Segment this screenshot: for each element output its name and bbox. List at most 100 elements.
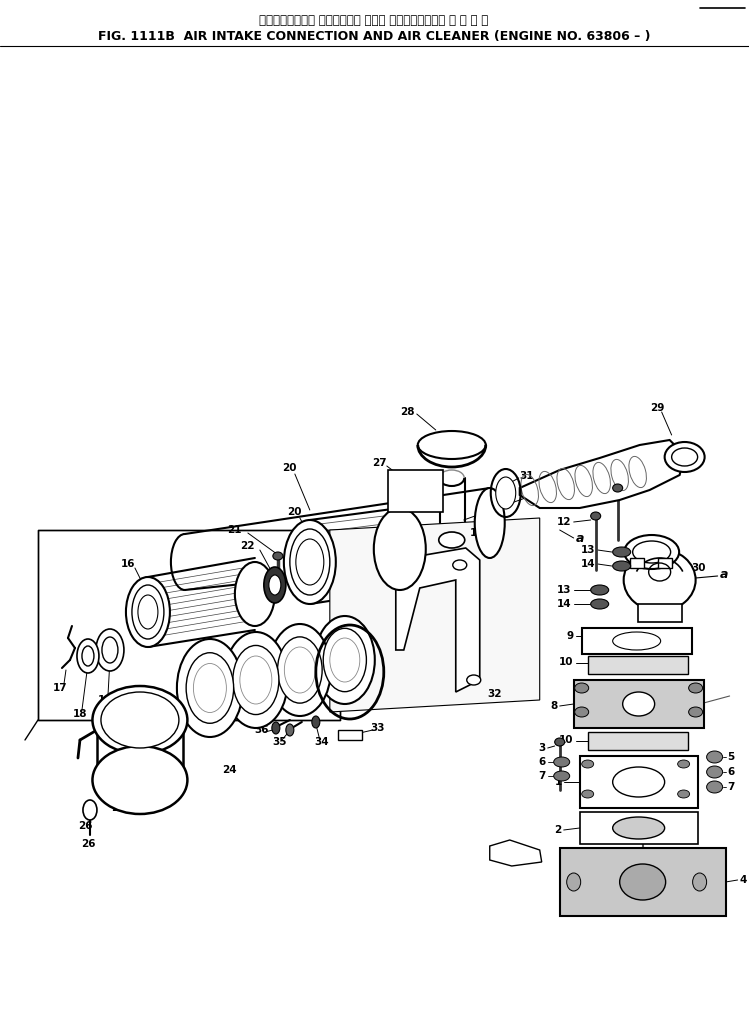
Bar: [560, 848, 726, 916]
Ellipse shape: [126, 577, 170, 647]
Polygon shape: [38, 530, 340, 720]
Ellipse shape: [138, 595, 158, 629]
Text: 11: 11: [579, 491, 594, 501]
Ellipse shape: [554, 757, 570, 767]
Bar: [388, 470, 443, 512]
Text: 17: 17: [52, 683, 67, 693]
Ellipse shape: [619, 864, 666, 900]
Text: 31: 31: [520, 470, 534, 481]
Bar: [658, 558, 672, 568]
Ellipse shape: [613, 817, 664, 839]
Ellipse shape: [678, 790, 690, 798]
Text: TOP: TOP: [127, 745, 149, 755]
Ellipse shape: [92, 746, 187, 814]
Ellipse shape: [315, 615, 374, 704]
Text: 12: 12: [557, 517, 571, 527]
Ellipse shape: [269, 624, 331, 716]
Ellipse shape: [496, 477, 516, 509]
Ellipse shape: [187, 653, 234, 723]
Ellipse shape: [269, 575, 281, 595]
Text: 7: 7: [539, 771, 546, 781]
Text: 14: 14: [581, 559, 595, 569]
Text: 14: 14: [557, 599, 571, 609]
Text: 6: 6: [539, 757, 546, 767]
Ellipse shape: [439, 532, 464, 548]
Polygon shape: [520, 440, 685, 508]
Ellipse shape: [374, 508, 425, 590]
Ellipse shape: [92, 686, 187, 754]
Text: 32: 32: [488, 689, 503, 699]
Bar: [574, 680, 703, 728]
Text: 15: 15: [470, 528, 485, 538]
Text: 4: 4: [739, 875, 747, 885]
Text: 33: 33: [371, 723, 385, 733]
Ellipse shape: [312, 716, 320, 728]
Ellipse shape: [555, 738, 565, 746]
Polygon shape: [395, 548, 480, 692]
Bar: [580, 812, 697, 844]
Ellipse shape: [290, 529, 330, 595]
Text: 23: 23: [173, 783, 187, 793]
Text: 9: 9: [566, 631, 574, 641]
Text: 10: 10: [560, 657, 574, 667]
Ellipse shape: [475, 488, 505, 558]
Text: 15: 15: [550, 481, 564, 491]
Ellipse shape: [624, 549, 696, 611]
Text: 5: 5: [727, 752, 735, 762]
Text: 21: 21: [228, 525, 242, 535]
Text: 27: 27: [372, 458, 387, 468]
Text: 2: 2: [554, 825, 562, 835]
Ellipse shape: [418, 431, 486, 459]
Ellipse shape: [177, 639, 243, 737]
Ellipse shape: [613, 484, 622, 492]
Ellipse shape: [554, 771, 570, 781]
Text: 28: 28: [400, 407, 415, 417]
Ellipse shape: [574, 683, 589, 693]
Bar: [582, 628, 691, 654]
Ellipse shape: [272, 722, 280, 734]
Text: 29: 29: [650, 403, 665, 413]
Ellipse shape: [101, 692, 179, 748]
Ellipse shape: [264, 567, 286, 603]
Ellipse shape: [664, 442, 705, 472]
Ellipse shape: [688, 707, 703, 717]
Text: 34: 34: [315, 737, 329, 747]
Ellipse shape: [235, 562, 275, 626]
Ellipse shape: [83, 800, 97, 820]
Ellipse shape: [591, 585, 609, 595]
Ellipse shape: [706, 766, 723, 778]
Text: 1: 1: [554, 777, 562, 787]
Text: 13: 13: [557, 585, 571, 595]
Ellipse shape: [102, 637, 118, 663]
Ellipse shape: [233, 646, 279, 715]
Ellipse shape: [278, 637, 322, 703]
Bar: [637, 604, 682, 622]
Ellipse shape: [613, 561, 631, 571]
Ellipse shape: [706, 781, 723, 793]
Ellipse shape: [693, 873, 706, 891]
Text: 20: 20: [288, 507, 302, 517]
Text: 13: 13: [581, 545, 595, 555]
Polygon shape: [330, 518, 540, 712]
Ellipse shape: [591, 599, 609, 609]
Ellipse shape: [284, 520, 336, 604]
Ellipse shape: [296, 539, 324, 585]
Text: 30: 30: [691, 563, 706, 573]
Text: 26: 26: [78, 821, 92, 831]
Text: 35: 35: [273, 737, 287, 747]
Ellipse shape: [622, 692, 655, 716]
Text: 3: 3: [539, 743, 546, 753]
Ellipse shape: [591, 512, 601, 520]
Text: 36: 36: [255, 725, 269, 735]
Bar: [588, 732, 688, 750]
Ellipse shape: [706, 751, 723, 763]
Text: エアーインテーク コネクション および エアークリーナ　 適 用 号 機: エアーインテーク コネクション および エアークリーナ 適 用 号 機: [259, 14, 488, 27]
Ellipse shape: [77, 639, 99, 673]
Text: 7: 7: [727, 782, 735, 792]
Ellipse shape: [96, 629, 124, 671]
Ellipse shape: [567, 873, 580, 891]
Text: 8: 8: [551, 701, 558, 711]
Polygon shape: [490, 840, 542, 866]
Ellipse shape: [678, 760, 690, 768]
Text: 16: 16: [121, 559, 135, 569]
